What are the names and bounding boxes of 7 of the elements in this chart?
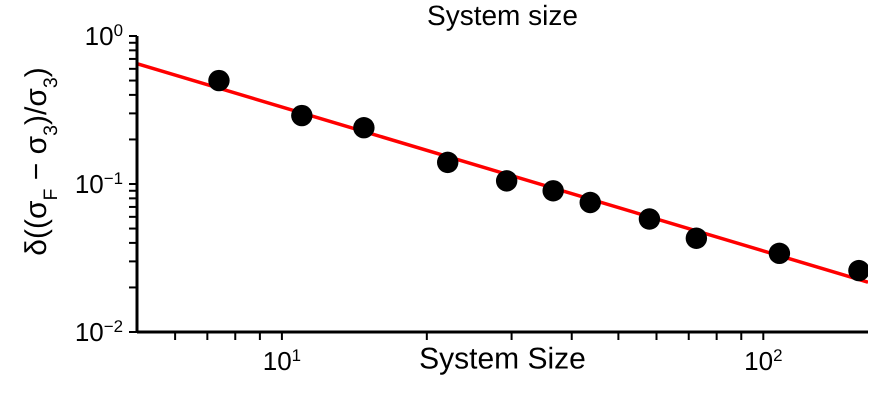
x-tick-label: 10$^{1}$: [262, 346, 302, 376]
x-tick-label: 10$^{2}$: [744, 346, 782, 376]
y-tick-label: 10$^{−1}$: [74, 168, 123, 199]
y-tick-label: 10$^{−2}$: [74, 316, 123, 347]
chart-title: System size: [426, 0, 579, 32]
x-axis-title: System Size: [419, 342, 586, 376]
y-tick-label: 10$^{0}$: [84, 20, 123, 51]
